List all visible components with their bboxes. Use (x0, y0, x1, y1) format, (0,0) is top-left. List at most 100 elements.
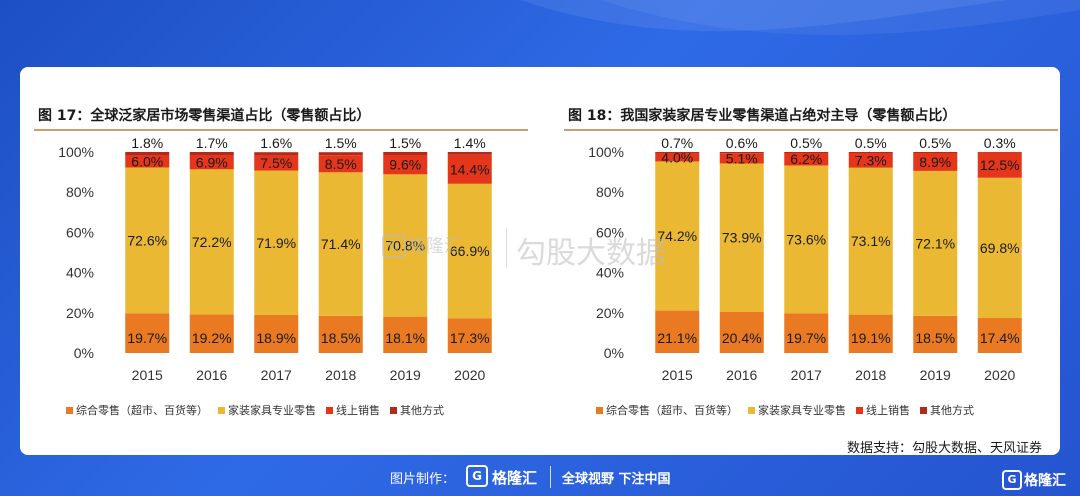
data-label: 73.1% (851, 233, 891, 249)
bar-segment (447, 183, 492, 319)
data-label: 73.6% (786, 231, 826, 247)
chart-title: 图 17：全球泛家居市场零售渠道占比（零售额占比） (38, 108, 371, 124)
bar-segment (719, 163, 764, 312)
bar-segment (784, 153, 829, 166)
bar-segment (447, 154, 492, 184)
watermark-text: 勾股大数据 (516, 236, 666, 271)
bar-segment (977, 318, 1022, 353)
data-label: 6.0% (131, 153, 163, 169)
data-label: 1.6% (260, 135, 292, 151)
legend-swatch-icon (390, 406, 397, 414)
bar-segment (977, 152, 1022, 153)
watermark-logo-icon: G (382, 234, 406, 258)
title-rule (564, 129, 1058, 131)
data-label: 17.4% (980, 330, 1020, 346)
bar-segment (655, 152, 700, 154)
data-label: 1.4% (454, 135, 486, 151)
bar-segment (125, 313, 170, 353)
bar-segment (977, 177, 1022, 319)
legend: 综合零售（超市、百货等） 家装家具专业零售 线上销售 其他方式 (596, 402, 974, 418)
legend-item: 家装家具专业零售 (748, 402, 846, 418)
bar-segment (383, 155, 428, 175)
legend-item: 其他方式 (390, 402, 444, 418)
bar-segment (784, 152, 829, 154)
legend-swatch-icon (218, 406, 225, 414)
y-tick-label: 20% (596, 305, 624, 321)
y-tick-label: 80% (66, 184, 94, 200)
brand-logo-icon: G (466, 465, 488, 487)
legend-item: 综合零售（超市、百货等） (596, 402, 738, 418)
bar-segment (655, 310, 700, 353)
legend-item: 综合零售（超市、百货等） (66, 402, 208, 418)
bar-segment (719, 152, 764, 154)
data-label: 72.6% (127, 232, 167, 248)
bar-segment (318, 315, 363, 353)
x-tick-label: 2019 (390, 367, 421, 383)
bar-segment (719, 153, 764, 164)
bar-segment (318, 152, 363, 156)
bar-segment (318, 172, 363, 316)
bar-segment (383, 152, 428, 156)
y-tick-label: 40% (66, 265, 94, 281)
data-label: 9.6% (389, 157, 421, 173)
data-label: 18.1% (385, 330, 425, 346)
y-tick-label: 0% (604, 345, 624, 361)
bar-segment (655, 161, 700, 311)
y-tick-label: 60% (66, 224, 94, 240)
data-label: 0.7% (661, 135, 693, 151)
legend-swatch-icon (748, 406, 755, 414)
legend-label: 其他方式 (930, 404, 974, 417)
data-label: 19.1% (851, 330, 891, 346)
watermark-brand: 格隆汇 (408, 236, 462, 257)
data-label: 71.9% (256, 235, 296, 251)
data-label: 74.2% (657, 228, 697, 244)
legend-swatch-icon (596, 406, 603, 414)
data-label: 0.5% (790, 135, 822, 151)
footer-made-by: 图片制作： (390, 472, 456, 487)
bar-segment (125, 167, 170, 314)
stacked-bar-chart-global: 0% 20% 40% 60% 80% 100% 19.7% 72.6% 6.0% 1.8% 2015… (58, 135, 492, 383)
data-label: 6.9% (196, 154, 228, 170)
stacked-bar-chart-china: 0% 20% 40% 60% 80% 100% 21.1% 74.2% 4.0%0.7% 2015… (588, 135, 1022, 383)
legend-item: 线上销售 (856, 402, 910, 418)
footer-slogan: 全球视野 下注中国 (562, 472, 671, 487)
data-label: 69.8% (980, 240, 1020, 256)
data-source: 数据支持：勾股大数据、天风证券 (846, 441, 1042, 456)
data-label: 1.8% (131, 135, 163, 151)
y-tick-label: 60% (596, 224, 624, 240)
data-label: 73.9% (722, 230, 762, 246)
data-label: 72.1% (915, 235, 955, 251)
data-label: 18.5% (321, 330, 361, 346)
data-label: 6.2% (790, 151, 822, 167)
bar-segment (719, 311, 764, 353)
bar-segment (848, 167, 893, 315)
bar-segment (913, 152, 958, 154)
data-label: 19.2% (192, 330, 232, 346)
footer-divider (550, 466, 551, 488)
data-label: 17.3% (450, 330, 490, 346)
y-tick-label: 0% (74, 345, 94, 361)
y-tick-label: 80% (596, 184, 624, 200)
y-tick-label: 20% (66, 305, 94, 321)
legend-label: 线上销售 (336, 404, 380, 417)
bar-segment (318, 155, 363, 173)
data-label: 72.2% (192, 234, 232, 250)
bar-segment (254, 155, 299, 171)
corner-brand: 格隆汇 (1024, 473, 1066, 489)
bar-segment (125, 152, 170, 156)
x-tick-label: 2020 (984, 367, 1015, 383)
watermark-divider (506, 228, 507, 268)
legend-label: 线上销售 (866, 404, 910, 417)
x-tick-label: 2018 (325, 367, 356, 383)
bar-segment (913, 170, 958, 316)
legend-label: 综合零售（超市、百货等） (606, 404, 738, 417)
bar-segment (254, 315, 299, 353)
data-label: 14.4% (450, 161, 490, 177)
bar-segment (848, 314, 893, 353)
bar-segment (189, 169, 234, 315)
x-tick-label: 2015 (662, 367, 693, 383)
data-label: 18.9% (256, 330, 296, 346)
data-label: 1.5% (325, 135, 357, 151)
legend-label: 家装家具专业零售 (228, 404, 316, 417)
